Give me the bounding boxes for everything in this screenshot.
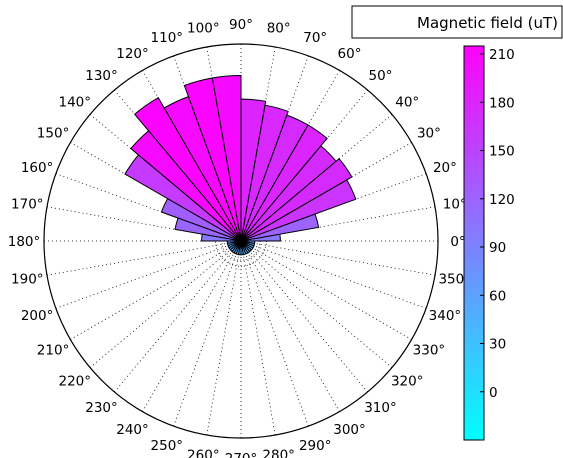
angle-tick-label: 120° xyxy=(116,46,149,62)
angle-tick-label: 350° xyxy=(438,272,471,288)
colorbar-tick-label: 180 xyxy=(489,95,515,111)
colorbar-tick-label: 150 xyxy=(489,144,515,160)
angle-tick-label: 20° xyxy=(433,160,457,176)
angle-tick-label: 180° xyxy=(8,234,41,250)
angle-tick-label: 170° xyxy=(11,196,44,212)
angle-tick-label: 160° xyxy=(21,160,54,176)
grid-spoke xyxy=(240,240,412,340)
colorbar: 0 30 60 90 120 150 180 210 xyxy=(463,45,515,441)
colorbar-gradient xyxy=(463,45,485,441)
polar-bar xyxy=(133,97,242,242)
grid-spoke xyxy=(240,240,368,393)
colorbar-tick-label: 120 xyxy=(489,192,515,208)
polar-bars xyxy=(124,75,357,256)
title-box: Magnetic field (uT) xyxy=(351,5,563,39)
colorbar-tick-label: 60 xyxy=(489,288,506,304)
angle-tick-label: 250° xyxy=(151,438,184,454)
angle-tick-label: 190° xyxy=(11,272,44,288)
angle-tick-label: 50° xyxy=(369,68,393,84)
chart-title: Magnetic field (uT) xyxy=(417,14,558,32)
grid-spoke xyxy=(240,240,309,427)
angle-tick-label: 300° xyxy=(333,422,366,438)
polar-bar xyxy=(174,217,242,242)
angle-tick-label: 230° xyxy=(85,400,118,416)
grid-spoke xyxy=(240,240,436,276)
colorbar-tick-label: 30 xyxy=(489,337,506,353)
grid-spoke xyxy=(240,240,276,436)
angle-tick-label: 0° xyxy=(450,234,465,250)
angle-tick-label: 270° xyxy=(225,451,258,458)
angle-tick-label: 140° xyxy=(59,95,92,111)
colorbar-tick-label: 210 xyxy=(489,47,515,63)
angle-tick-label: 40° xyxy=(395,95,419,111)
grid-spoke xyxy=(206,240,242,436)
grid-spoke xyxy=(240,240,340,412)
grid-spoke xyxy=(142,240,242,412)
angle-tick-label: 240° xyxy=(116,422,149,438)
grid-spoke xyxy=(240,240,393,368)
colorbar-ticks: 0 30 60 90 120 150 180 210 xyxy=(480,47,515,401)
polar-bar xyxy=(124,154,242,242)
angle-tick-label: 200° xyxy=(21,308,54,324)
colorbar-tick-label: 90 xyxy=(489,240,506,256)
grid-spoke xyxy=(89,240,242,368)
angle-tick-label: 130° xyxy=(85,68,118,84)
angle-tick-label: 10° xyxy=(443,196,467,212)
grid-spoke xyxy=(46,240,242,276)
angle-tick-label: 320° xyxy=(391,373,424,389)
angle-tick-label: 100° xyxy=(187,20,220,36)
grid-spoke xyxy=(55,240,242,309)
angle-tick-label: 290° xyxy=(299,438,332,454)
colorbar-tick-label: 0 xyxy=(489,385,498,401)
angle-tick-label: 330° xyxy=(413,343,446,359)
angle-tick-label: 340° xyxy=(429,308,462,324)
polar-bar xyxy=(183,77,242,242)
angle-tick-label: 210° xyxy=(37,343,70,359)
angle-tick-label: 260° xyxy=(187,448,220,458)
angle-tick-label: 150° xyxy=(37,126,70,142)
angle-tick-label: 220° xyxy=(59,373,92,389)
angle-tick-label: 280° xyxy=(262,448,295,458)
grid-spoke xyxy=(70,240,242,340)
angle-tick-label: 90° xyxy=(229,17,253,33)
angle-tick-label: 310° xyxy=(364,400,397,416)
grid-spoke xyxy=(240,240,427,309)
grid-spoke xyxy=(173,240,242,427)
angle-tick-label: 110° xyxy=(151,30,184,46)
polar-bar xyxy=(201,233,242,242)
grid-spoke xyxy=(114,240,242,393)
angle-tick-label: 70° xyxy=(303,30,327,46)
angle-tick-labels: 0° 10° 20° 30° 40°50° 60° 70° 80° 90° 100°110°120… xyxy=(8,17,471,458)
polar-frame xyxy=(43,43,439,439)
angle-tick-label: 30° xyxy=(417,126,441,142)
polar-bar xyxy=(160,197,242,242)
polar-bar xyxy=(130,130,242,242)
polar-bar xyxy=(240,157,353,242)
angle-tick-label: 80° xyxy=(267,20,291,36)
polar-bar xyxy=(240,240,256,244)
angle-tick-label: 60° xyxy=(338,46,362,62)
